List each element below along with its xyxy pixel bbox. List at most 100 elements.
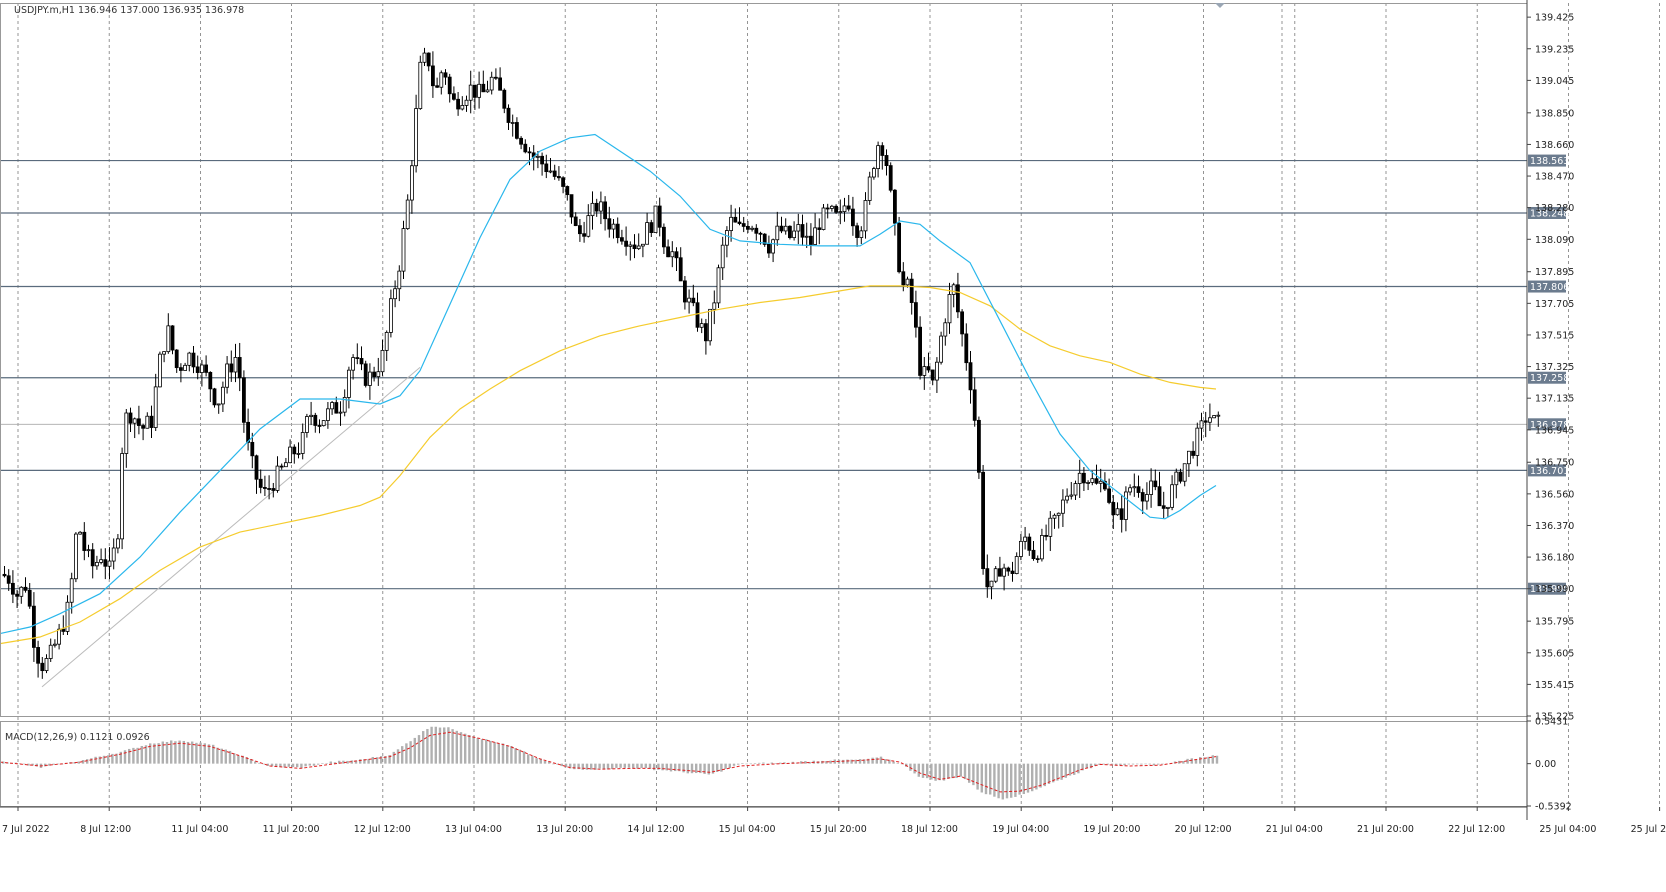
candle-body	[972, 389, 977, 421]
candle-body	[758, 232, 763, 235]
price-tick-label: 137.135	[1535, 394, 1574, 405]
macd-histogram-bar	[1001, 763, 1004, 800]
macd-histogram-bar	[136, 747, 139, 764]
macd-histogram-bar	[636, 763, 639, 769]
macd-histogram-bar	[724, 763, 727, 769]
macd-histogram-bar	[455, 730, 458, 764]
macd-histogram-bar	[170, 740, 173, 764]
candle-body	[775, 225, 780, 241]
candle-body	[32, 605, 36, 648]
macd-histogram-bar	[333, 762, 337, 764]
candle-body	[1002, 567, 1006, 577]
candle-body	[607, 218, 612, 230]
candle-body	[183, 364, 188, 371]
candle-body	[212, 388, 217, 406]
candle-body	[880, 145, 885, 156]
macd-histogram-bar	[489, 740, 492, 764]
macd-histogram-bar	[930, 763, 933, 780]
candle-body	[1145, 494, 1149, 502]
candle-body	[930, 369, 935, 381]
candle-body	[288, 446, 293, 464]
candle-body	[1153, 480, 1158, 488]
candle-body	[330, 402, 335, 410]
candle-body	[1090, 478, 1095, 483]
level-price-box	[1528, 418, 1566, 431]
candle-body	[670, 251, 675, 258]
time-label: 18 Jul 12:00	[901, 824, 958, 835]
time-label: 15 Jul 20:00	[810, 824, 867, 835]
macd-histogram-bar	[560, 763, 563, 767]
candle-body	[309, 414, 314, 417]
candle-body	[842, 205, 847, 212]
macd-histogram-bar	[728, 763, 731, 768]
macd-histogram-bar	[115, 753, 118, 764]
macd-histogram-bar	[472, 736, 475, 764]
macd-histogram-bar	[338, 760, 341, 764]
candle-body	[380, 349, 385, 373]
level-price-label: 136.978	[1530, 420, 1569, 431]
macd-histogram-bar	[745, 763, 748, 765]
macd-histogram-bar	[233, 753, 236, 764]
candle-body	[477, 83, 482, 98]
macd-histogram-bar	[804, 761, 807, 764]
macd-histogram-bar	[195, 742, 198, 764]
candle-body	[199, 364, 204, 373]
macd-histogram-bar	[203, 743, 206, 764]
candle-body	[204, 364, 209, 373]
macd-histogram-bar	[762, 762, 765, 764]
macd-histogram-bar	[535, 758, 538, 764]
macd-histogram-bar	[619, 763, 622, 768]
candle-body	[863, 200, 868, 232]
macd-histogram-bar	[653, 763, 656, 771]
candle-body	[262, 487, 267, 489]
candle-body	[1187, 450, 1191, 465]
candle-body	[61, 628, 66, 632]
macd-histogram-bar	[325, 763, 328, 764]
candle-body	[439, 72, 444, 88]
candle-body	[128, 412, 133, 424]
macd-histogram-bar	[1005, 763, 1009, 799]
candle-body	[443, 72, 448, 78]
level-price-label: 136.701	[1530, 466, 1569, 477]
candle-body	[405, 199, 410, 230]
macd-histogram-bar	[283, 763, 286, 768]
price-panel-frame	[0, 3, 1528, 717]
candle-body	[838, 211, 843, 213]
candle-body	[296, 453, 301, 455]
candle-body	[632, 244, 637, 250]
macd-histogram-bar	[711, 763, 715, 774]
candle-body	[985, 568, 990, 588]
macd-histogram-bar	[623, 763, 626, 768]
candle-body	[859, 230, 864, 238]
macd-histogram-bar	[720, 763, 723, 772]
candle-body	[1019, 540, 1023, 557]
price-tick-label: 135.225	[1535, 712, 1574, 723]
candle-body	[472, 84, 477, 98]
macd-histogram-bar	[657, 763, 660, 770]
candle-body	[1208, 417, 1212, 423]
macd-histogram-bar	[1022, 763, 1025, 795]
candle-body	[691, 297, 696, 304]
candle-body	[544, 163, 549, 173]
macd-histogram-bar	[989, 763, 992, 795]
candle-body	[599, 201, 603, 212]
macd-histogram-bar	[577, 763, 580, 770]
macd-histogram-bar	[191, 741, 194, 764]
candle-body	[279, 465, 284, 468]
time-label: 22 Jul 12:00	[1448, 824, 1505, 835]
level-price-box	[1528, 206, 1566, 219]
macd-histogram-bar	[510, 746, 513, 764]
candle-body	[561, 177, 565, 187]
candle-body	[359, 358, 364, 365]
candle-body	[666, 246, 670, 258]
candle-body	[548, 170, 553, 173]
candle-body	[935, 361, 939, 381]
macd-histogram-bar	[128, 748, 131, 764]
macd-histogram-bar	[770, 762, 773, 764]
candle-body	[317, 425, 322, 427]
candle-body	[1212, 415, 1216, 419]
macd-histogram-bar	[111, 753, 114, 764]
macd-histogram-bar	[938, 763, 941, 781]
macd-histogram-bar	[1161, 763, 1164, 765]
